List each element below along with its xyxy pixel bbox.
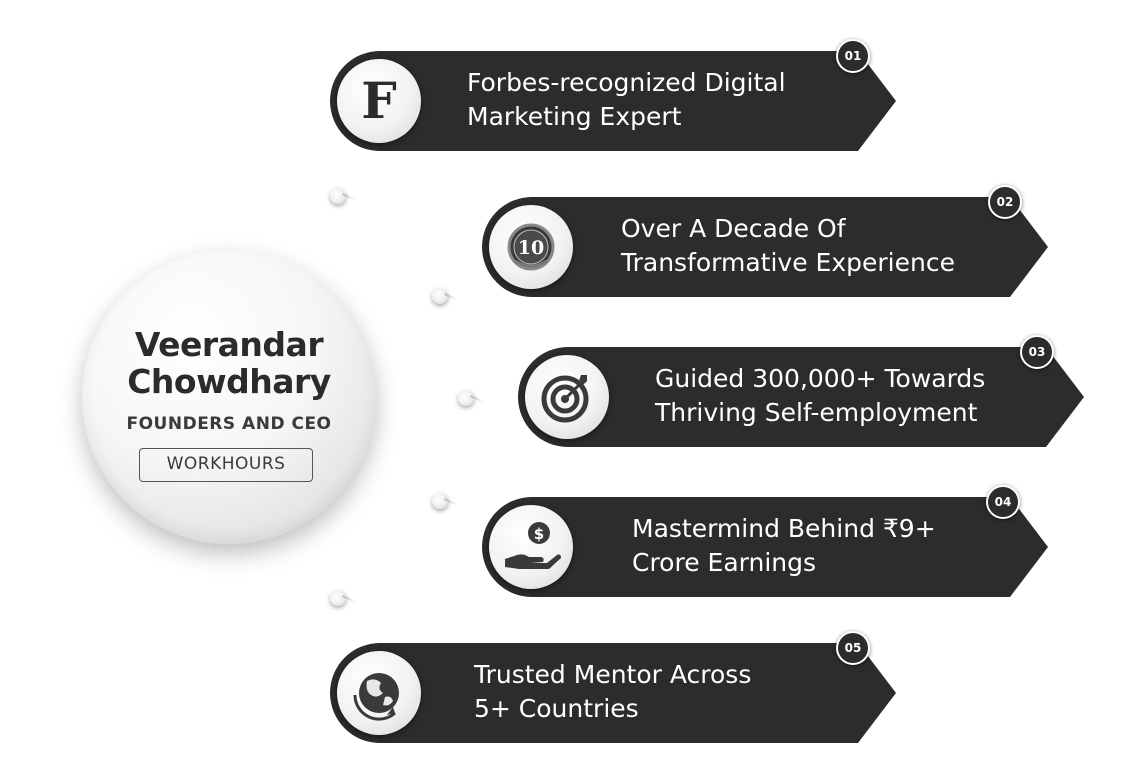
achievement-text: Mastermind Behind ₹9+ Crore Earnings [632, 512, 936, 580]
profile-org-badge: WORKHOURS [139, 448, 313, 482]
svg-text:F: F [361, 71, 397, 130]
connector-dot-3 [458, 390, 474, 406]
achievement-banner-2: 10 Over A Decade Of Transformative Exper… [480, 185, 1050, 299]
banner-shape [482, 497, 1048, 597]
achievement-line1: Over A Decade Of [621, 214, 846, 243]
banner-shape [482, 197, 1048, 297]
forbes-f-icon: F [337, 59, 421, 143]
achievement-line1: Guided 300,000+ Towards [655, 364, 986, 393]
achievement-line1: Trusted Mentor Across [474, 660, 752, 689]
ten-years-medal-icon: 10 [489, 205, 573, 289]
achievement-line1: Forbes-recognized Digital [467, 68, 786, 97]
step-number-badge: 03 [1020, 335, 1054, 369]
achievement-line2: Transformative Experience [621, 248, 955, 277]
profile-role: FOUNDERS AND CEO [126, 414, 332, 434]
profile-name-line2: Chowdhary [127, 362, 331, 401]
banner-shape [330, 51, 896, 151]
banner-shape [518, 347, 1084, 447]
step-number-badge: 01 [836, 39, 870, 73]
connector-dot-5 [330, 590, 346, 606]
globe-icon [337, 651, 421, 735]
achievement-line2: 5+ Countries [474, 694, 639, 723]
svg-text:10: 10 [518, 237, 544, 259]
achievement-text: Over A Decade Of Transformative Experien… [621, 212, 955, 280]
achievement-banner-3: Guided 300,000+ Towards Thriving Self-em… [516, 335, 1086, 449]
profile-name-line1: Veerandar [134, 325, 324, 364]
achievement-line2: Thriving Self-employment [655, 398, 978, 427]
achievement-banner-4: $ Mastermind Behind ₹9+ Crore Earnings 0… [480, 485, 1050, 599]
profile-circle: Veerandar Chowdhary FOUNDERS AND CEO WOR… [82, 250, 376, 544]
svg-text:$: $ [534, 525, 544, 543]
achievement-line2: Crore Earnings [632, 548, 817, 577]
step-number-badge: 02 [988, 185, 1022, 219]
achievement-text: Trusted Mentor Across 5+ Countries [474, 658, 751, 726]
banner-shape [330, 643, 896, 743]
step-number-badge: 05 [836, 631, 870, 665]
achievement-line1: Mastermind Behind ₹9+ [632, 514, 936, 543]
target-icon [525, 355, 609, 439]
step-number-badge: 04 [986, 485, 1020, 519]
connector-dot-1 [330, 188, 346, 204]
achievement-line2: Marketing Expert [467, 102, 682, 131]
achievement-banner-1: F Forbes-recognized Digital Marketing Ex… [328, 39, 898, 153]
achievement-text: Forbes-recognized Digital Marketing Expe… [467, 66, 786, 134]
connector-dot-4 [432, 493, 448, 509]
profile-name: Veerandar Chowdhary [82, 326, 376, 400]
achievement-banner-5: Trusted Mentor Across 5+ Countries 05 [328, 631, 898, 745]
money-hand-icon: $ [489, 505, 573, 589]
connector-dot-2 [432, 288, 448, 304]
achievement-text: Guided 300,000+ Towards Thriving Self-em… [655, 362, 985, 430]
